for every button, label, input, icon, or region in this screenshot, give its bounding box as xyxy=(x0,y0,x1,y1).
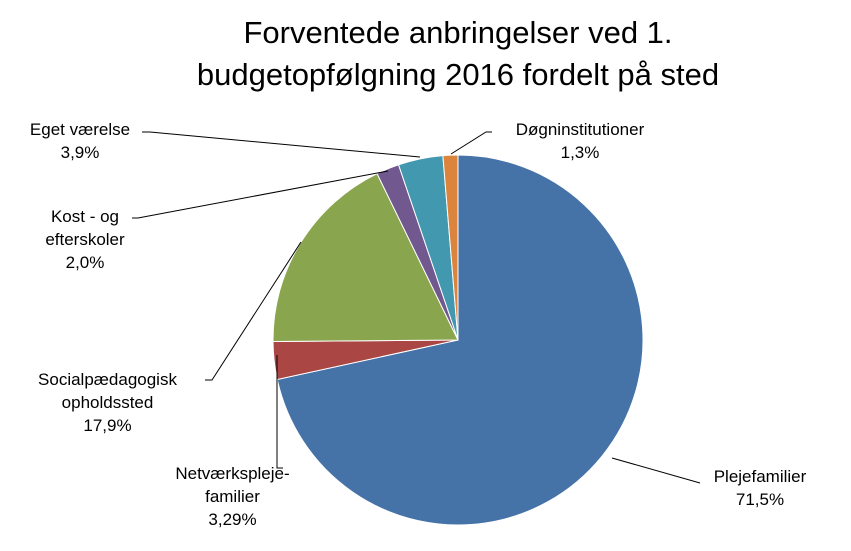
chart-title: Forventede anbringelser ved 1. budgetopf… xyxy=(196,15,720,92)
value-label: 2,0% xyxy=(65,253,105,272)
leader-line xyxy=(450,131,492,155)
category-label: Netværkspleje-familier xyxy=(175,464,290,506)
value-label: 1,3% xyxy=(560,143,600,162)
category-label: Socialpædagogisk opholdssted xyxy=(38,370,177,412)
pie-slice xyxy=(442,154,459,341)
leader-line xyxy=(142,131,421,158)
slice-label: Netværkspleje-familier 3,29% xyxy=(150,462,315,531)
category-label: Plejefamilier xyxy=(713,467,807,486)
pie-slice xyxy=(276,154,644,526)
value-label: 3,29% xyxy=(208,510,257,529)
category-label: Eget værelse xyxy=(29,120,131,139)
leader-line xyxy=(205,241,302,381)
value-label: 3,9% xyxy=(60,143,100,162)
slice-label: Kost - og efterskoler 2,0% xyxy=(30,205,140,274)
slice-label: Døgninstitutioner 1,3% xyxy=(480,118,680,164)
category-label: Døgninstitutioner xyxy=(515,120,645,139)
slice-label: Socialpædagogisk opholdssted 17,9% xyxy=(0,368,215,437)
leader-line xyxy=(611,457,701,484)
value-label: 71,5% xyxy=(735,490,785,509)
slice-label: Plejefamilier 71,5% xyxy=(700,465,820,511)
slice-label: Eget værelse 3,9% xyxy=(0,118,160,164)
category-label: Kost - og efterskoler xyxy=(45,207,125,249)
leader-line xyxy=(132,170,389,219)
value-label: 17,9% xyxy=(83,416,132,435)
leader-line xyxy=(276,355,283,469)
